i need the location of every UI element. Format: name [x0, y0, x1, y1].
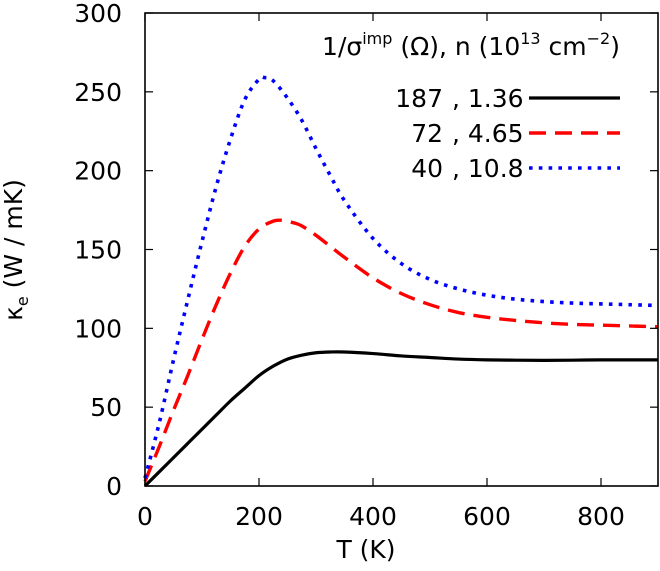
legend-label-density: , 4.65	[452, 119, 524, 148]
x-axis-title: T (K)	[335, 535, 395, 564]
legend-label-inv-sigma: 40	[411, 154, 443, 183]
y-tick-label: 250	[74, 78, 122, 107]
legend-label-density: , 10.8	[452, 154, 524, 183]
legend-label-inv-sigma: 72	[411, 119, 443, 148]
y-tick-label: 300	[74, 0, 122, 28]
x-tick-label: 800	[577, 502, 625, 531]
svg-text:κe (W / mK): κe (W / mK)	[0, 179, 32, 321]
y-tick-label: 0	[106, 472, 122, 501]
y-tick-label: 50	[90, 393, 122, 422]
y-axis-title-units: (W / mK)	[0, 179, 28, 296]
series-line-dashed	[143, 218, 659, 482]
x-tick-label: 0	[137, 502, 153, 531]
legend-entries: 187 , 1.36 72 , 4.65 40 , 10.8	[395, 84, 620, 183]
y-axis: 0 50 100 150 200 250 300	[74, 0, 658, 501]
y-tick-label: 200	[74, 157, 122, 186]
x-axis: 0 200 400 600 800	[137, 13, 625, 531]
y-axis-title-symbol: κ	[0, 306, 28, 321]
y-tick-label: 150	[74, 236, 122, 265]
series-layer	[143, 75, 659, 488]
x-tick-label: 200	[235, 502, 283, 531]
plot-area	[145, 13, 658, 486]
y-axis-title: κe (W / mK)	[0, 179, 32, 321]
series-line-dotted	[143, 75, 659, 479]
series-line-solid	[143, 350, 658, 488]
legend-label-density: , 1.36	[452, 84, 524, 113]
x-tick-label: 400	[349, 502, 397, 531]
x-tick-label: 600	[463, 502, 511, 531]
y-tick-label: 100	[74, 314, 122, 343]
legend-title: 1/σimp (Ω), n (1013 cm−2)	[322, 29, 620, 61]
legend-label-inv-sigma: 187	[395, 84, 443, 113]
legend: 1/σimp (Ω), n (1013 cm−2) 187 , 1.36 72 , 4…	[322, 29, 620, 183]
y-axis-title-subscript: e	[13, 296, 32, 306]
